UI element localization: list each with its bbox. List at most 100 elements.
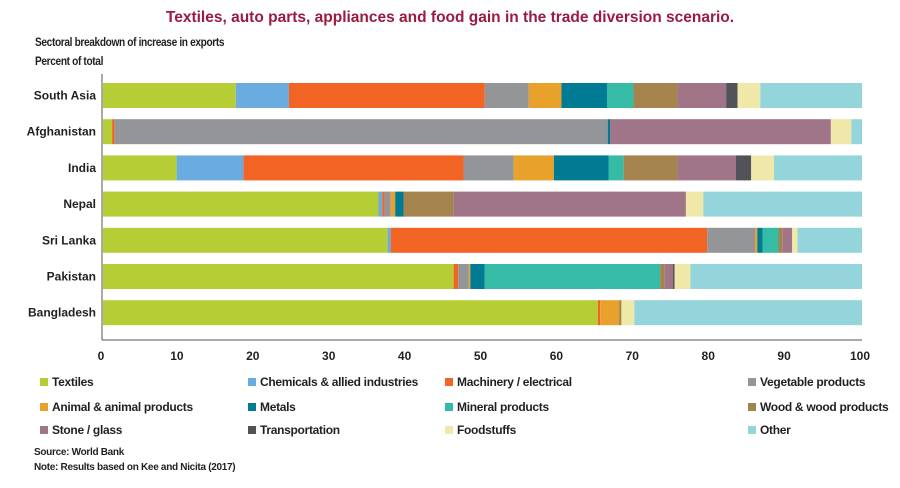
bar-segment-south-asia-metals	[561, 83, 607, 108]
legend-item-vegetable-products: Vegetable products	[748, 375, 866, 389]
legend-item-wood-wood-products: Wood & wood products	[748, 400, 889, 414]
legend-swatch	[248, 403, 256, 411]
bar-segment-pakistan-textiles	[103, 264, 454, 289]
bar-segment-nepal-textiles	[103, 191, 379, 217]
bar-segment-pakistan-metals	[470, 264, 485, 289]
x-tick-label: 30	[322, 349, 336, 363]
bar-segment-sri-lanka-mineral-products	[762, 227, 779, 253]
x-tick-label: 60	[550, 349, 564, 363]
legend-swatch	[40, 378, 48, 386]
legend-item-other: Other	[748, 423, 791, 437]
bar-segment-pakistan-vegetable-products	[458, 264, 469, 289]
bar-segment-nepal-animal-animal-products	[390, 191, 396, 217]
bar-segment-nepal-metals	[395, 191, 404, 217]
bar-segment-south-asia-animal-animal-products	[528, 83, 562, 108]
legend-item-textiles: Textiles	[40, 375, 94, 389]
bar-segment-sri-lanka-wood-wood-products	[778, 227, 783, 253]
bar-segment-bangladesh-other	[634, 300, 862, 326]
bar-segment-nepal-other	[703, 191, 862, 217]
legend-label: Mineral products	[457, 400, 549, 414]
bar-segment-india-metals	[553, 155, 609, 181]
bar-segment-afghanistan-foodstuffs	[830, 119, 852, 145]
bar-segment-india-other	[773, 155, 862, 181]
legend-swatch	[748, 403, 756, 411]
legend-label: Machinery / electrical	[457, 375, 572, 389]
x-tick-label: 0	[98, 349, 105, 363]
bar-segment-afghanistan-vegetable-products	[114, 119, 608, 145]
category-label-india: India	[68, 161, 96, 175]
bar-segment-nepal-stone-glass	[453, 191, 686, 217]
bar-segment-india-vegetable-products	[463, 155, 514, 181]
category-label-bangladesh: Bangladesh	[28, 306, 96, 320]
legend-item-chemicals-allied-industries: Chemicals & allied industries	[248, 375, 418, 389]
bar-segment-sri-lanka-animal-animal-products	[754, 227, 758, 253]
legend-swatch	[445, 426, 453, 434]
legend-swatch	[748, 378, 756, 386]
legend-label: Transportation	[260, 423, 340, 437]
legend-label: Wood & wood products	[760, 400, 889, 414]
bar-segment-india-transportation	[736, 155, 752, 181]
bar-segment-india-stone-glass	[677, 155, 737, 181]
source-note: Source: World Bank	[34, 447, 124, 458]
bar-segment-pakistan-mineral-products	[484, 264, 661, 289]
bar-segment-south-asia-textiles	[103, 83, 236, 108]
bar-segment-sri-lanka-machinery-electrical	[390, 227, 708, 253]
bar-segment-south-asia-other	[760, 83, 862, 108]
bar-segment-bangladesh-animal-animal-products	[600, 300, 620, 326]
bar-segment-bangladesh-textiles	[103, 300, 598, 326]
bar-segment-sri-lanka-foodstuffs	[792, 227, 798, 253]
legend-label: Chemicals & allied industries	[260, 375, 419, 389]
bar-segment-pakistan-transportation	[673, 264, 675, 289]
x-tick-label: 100	[850, 349, 870, 363]
legend-label: Vegetable products	[760, 375, 866, 389]
bar-segment-bangladesh-foodstuffs	[621, 300, 635, 326]
bar-segment-south-asia-vegetable-products	[484, 83, 529, 108]
bar-segment-south-asia-wood-wood-products	[633, 83, 678, 108]
bar-segment-south-asia-transportation	[726, 83, 738, 108]
legend-label: Animal & animal products	[52, 400, 193, 414]
category-label-sri-lanka: Sri Lanka	[42, 233, 96, 247]
bar-segment-afghanistan-metals	[607, 119, 611, 145]
bar-segment-south-asia-machinery-electrical	[288, 83, 485, 108]
bar-segment-south-asia-chemicals-allied-industries	[235, 83, 289, 108]
bar-segment-nepal-machinery-electrical	[382, 191, 385, 217]
bar-segment-pakistan-foodstuffs	[674, 264, 691, 289]
legend-item-metals: Metals	[248, 400, 296, 414]
bar-segment-pakistan-other	[690, 264, 862, 289]
legend-item-machinery-electrical: Machinery / electrical	[445, 375, 572, 389]
bar-segment-india-chemicals-allied-industries	[176, 155, 244, 181]
legend-item-stone-glass: Stone / glass	[40, 423, 122, 437]
bar-segment-nepal-foodstuffs	[685, 191, 704, 217]
category-labels-group: South Asia Afghanistan India Nepal Sri Lanka…	[27, 89, 97, 320]
legend-item-transportation: Transportation	[248, 423, 340, 437]
bar-segment-india-textiles	[103, 155, 177, 181]
bar-segment-sri-lanka-stone-glass	[782, 227, 793, 253]
unit-label: Percent of total	[35, 56, 104, 68]
bar-segment-south-asia-mineral-products	[606, 83, 634, 108]
category-label-afghanistan: Afghanistan	[27, 125, 96, 139]
methodology-note: Note: Results based on Kee and Nicita (2…	[34, 462, 236, 473]
x-tick-label: 40	[398, 349, 412, 363]
bar-segment-afghanistan-other	[851, 119, 862, 145]
chart-title: Textiles, auto parts, appliances and foo…	[165, 9, 735, 26]
bars-group	[103, 83, 862, 326]
x-tick-label: 50	[474, 349, 488, 363]
bar-segment-afghanistan-stone-glass	[610, 119, 831, 145]
bar-segment-sri-lanka-metals	[757, 227, 763, 253]
legend-label: Other	[760, 423, 791, 437]
x-tick-label: 10	[170, 349, 184, 363]
legend-swatch	[748, 426, 756, 434]
legend-item-mineral-products: Mineral products	[445, 400, 549, 414]
bar-segment-pakistan-animal-animal-products	[468, 264, 471, 289]
bar-segment-bangladesh-machinery-electrical	[597, 300, 601, 326]
bar-segment-india-foodstuffs	[751, 155, 774, 181]
bar-segment-south-asia-stone-glass	[677, 83, 727, 108]
bar-segment-india-mineral-products	[608, 155, 624, 181]
category-label-nepal: Nepal	[63, 197, 96, 211]
category-label-pakistan: Pakistan	[47, 270, 96, 284]
bar-segment-sri-lanka-chemicals-allied-industries	[387, 227, 391, 253]
legend-label: Metals	[260, 400, 296, 414]
x-tick-label: 90	[777, 349, 791, 363]
category-label-south-asia: South Asia	[34, 89, 97, 103]
bar-segment-india-machinery-electrical	[243, 155, 464, 181]
